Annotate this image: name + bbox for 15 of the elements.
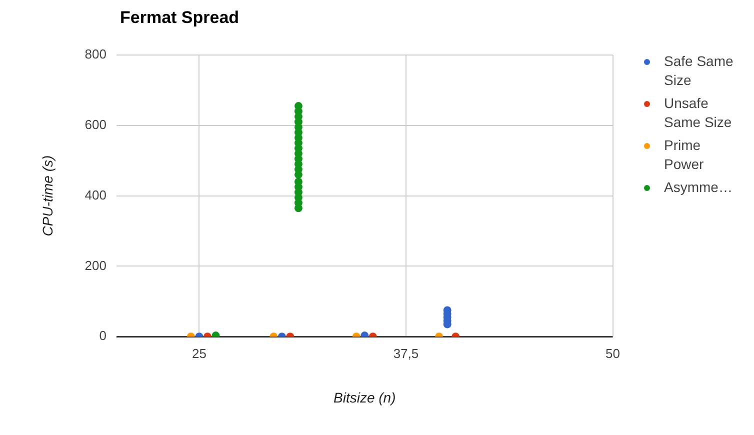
y-tick-label: 0 (99, 328, 106, 344)
chart-title: Fermat Spread (120, 8, 240, 28)
y-axis-title: CPU-time (s) (39, 155, 56, 236)
x-tick-label: 25 (192, 346, 206, 361)
x-tick-label: 50 (606, 346, 620, 361)
legend-label: Safe Same Size (664, 52, 734, 90)
legend-label: Prime Power (664, 136, 705, 174)
y-tick-label: 400 (84, 187, 106, 202)
y-tick-label: 200 (84, 258, 106, 273)
y-tick-label: 800 (84, 46, 106, 62)
legend-label: Unsafe Same Size (664, 94, 733, 132)
legend-label: Asymme… (664, 178, 732, 197)
x-tick-label: 37,5 (393, 346, 419, 361)
x-axis-title: Bitsize (n) (334, 389, 396, 406)
y-tick-label: 600 (84, 116, 106, 132)
